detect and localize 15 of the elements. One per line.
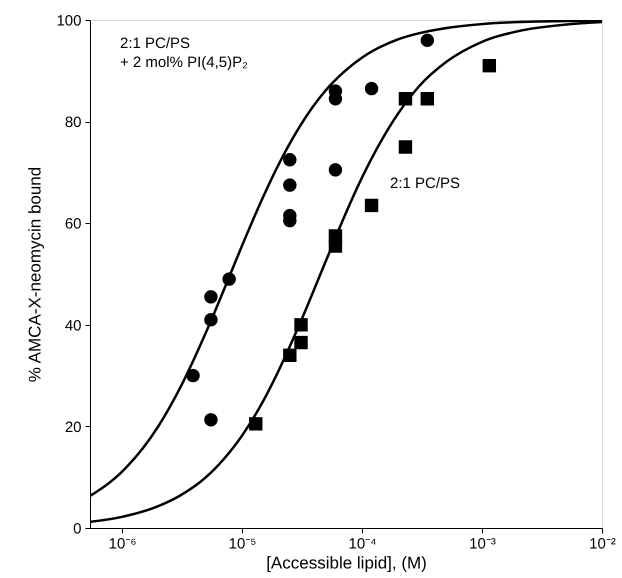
y-tick-label: 40 — [64, 317, 82, 334]
y-tick-label: 80 — [64, 114, 82, 132]
y-tick-label: 20 — [64, 418, 82, 436]
y-tick-label: 100 — [56, 12, 82, 30]
x-tick-label: 10⁻⁴ — [348, 536, 377, 552]
annotation: 2:1 PC/PS — [390, 175, 460, 192]
x-axis-title: [Accessible lipid], (M) — [266, 554, 427, 572]
y-axis-title: % AMCA-X-neomycin bound — [25, 166, 44, 382]
y-tick-label: 0 — [73, 520, 82, 538]
annotation: 2:1 PC/PS + 2 mol% PI(4,5)P₂ — [120, 35, 248, 71]
y-tick-label: 60 — [64, 216, 82, 233]
x-tick-label: 10⁻⁶ — [108, 536, 137, 552]
x-tick-label: 10⁻⁵ — [228, 536, 257, 552]
x-tick-label: 10⁻² — [589, 536, 616, 552]
x-tick-label: 10⁻³ — [469, 536, 496, 552]
